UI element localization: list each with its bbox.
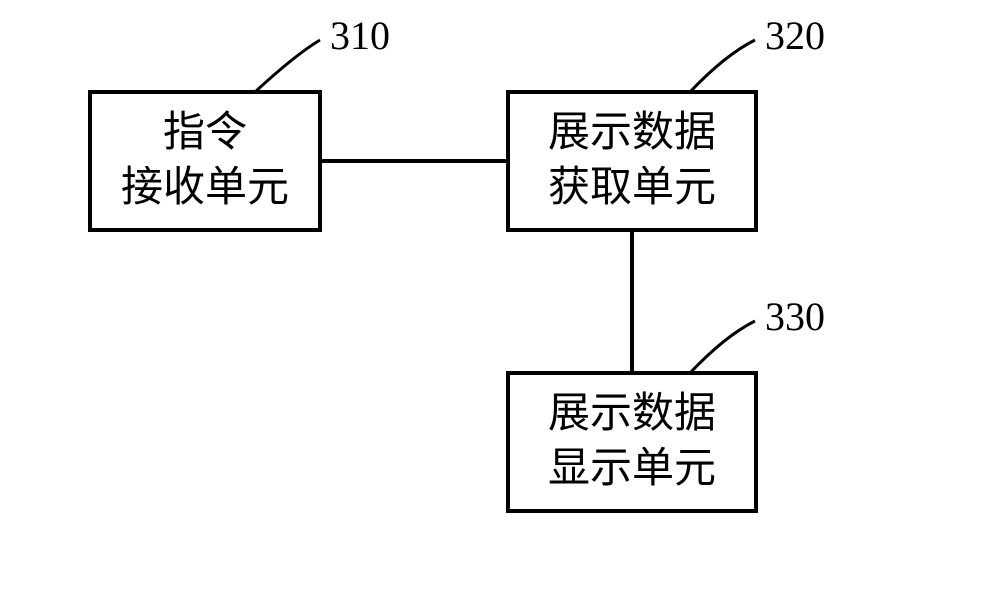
block-label-line1: 展示数据 — [548, 110, 716, 156]
block-label-line1: 展示数据 — [548, 391, 716, 437]
block-label-line2: 获取单元 — [548, 165, 716, 211]
leader-line — [690, 321, 755, 373]
leader-line — [255, 40, 320, 92]
block-n320: 展示数据获取单元 320 — [508, 13, 825, 230]
block-label-line1: 指令 — [163, 110, 247, 156]
block-diagram: 指令接收单元310展示数据获取单元320展示数据显示单元330 — [0, 0, 1000, 598]
block-label-line2: 接收单元 — [121, 165, 289, 211]
block-n330: 展示数据显示单元 330 — [508, 294, 825, 511]
block-n310: 指令接收单元 310 — [90, 13, 390, 230]
reference-number: 330 — [765, 294, 825, 339]
block-label-line2: 显示单元 — [548, 446, 716, 492]
leader-line — [690, 40, 755, 92]
reference-number: 320 — [765, 13, 825, 58]
reference-number: 310 — [330, 13, 390, 58]
